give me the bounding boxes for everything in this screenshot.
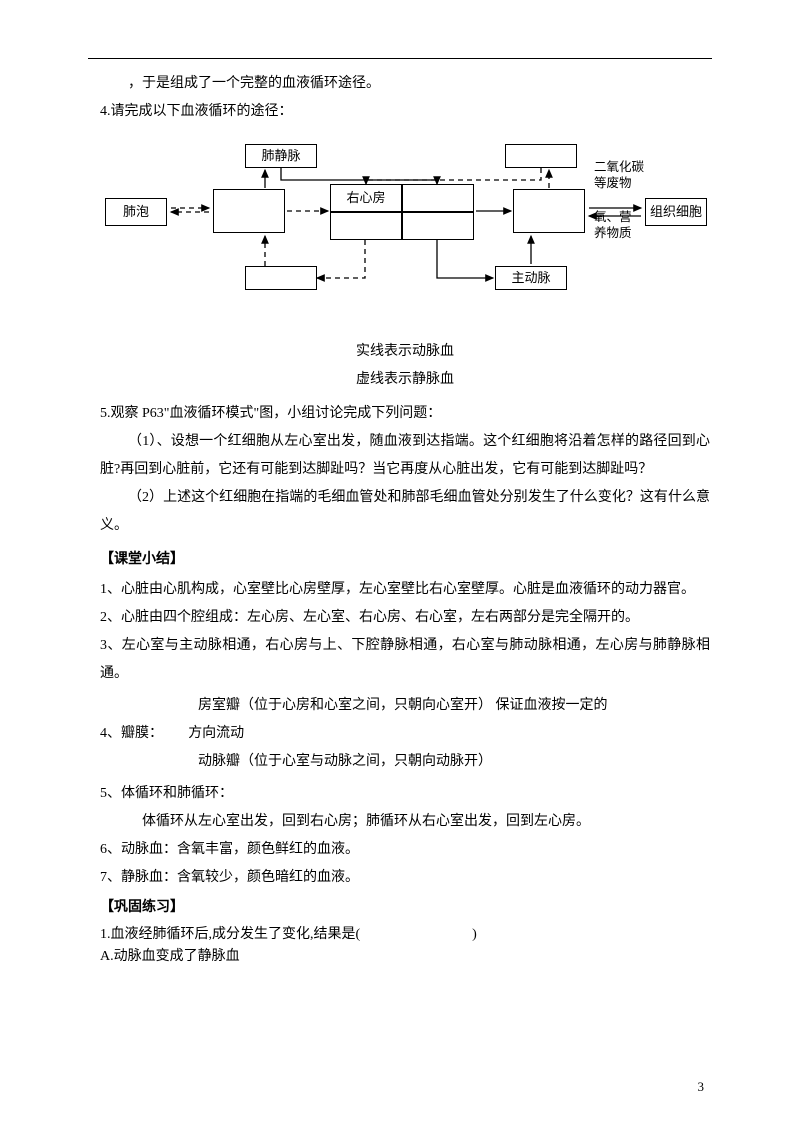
box-lung-capillary-empty [213, 189, 285, 233]
box-right-atrium: 右心房 [330, 184, 402, 212]
page: ，于是组成了一个完整的血液循环途径。 4.请完成以下血液循环的途径： 肺静脉 肺… [0, 0, 800, 1132]
question-4: 4.请完成以下血液循环的途径： [100, 98, 710, 126]
box-alveoli: 肺泡 [105, 198, 167, 226]
page-top-rule [88, 58, 712, 59]
caption-dashed: 虚线表示静脉血 [100, 366, 710, 394]
box-pulmonary-vein: 肺静脉 [245, 144, 317, 168]
box-tissue-cell: 组织细胞 [645, 198, 707, 226]
label-o2-nutrient: 氧、营养物质 [594, 210, 632, 241]
practice-1-question: 1.血液经肺循环后,成分发生了变化,结果是( ) [100, 924, 710, 946]
summary-6: 6、动脉血：含氧丰富，颜色鲜红的血液。 [100, 836, 710, 864]
continuation-line: ，于是组成了一个完整的血液循环途径。 [100, 70, 710, 98]
summary-5-body: 体循环从左心室出发，回到右心房；肺循环从右心室出发，回到左心房。 [100, 808, 710, 836]
page-number: 3 [698, 1074, 705, 1100]
caption-solid: 实线表示动脉血 [100, 338, 710, 366]
summary-4-right: 方向流动 [188, 726, 244, 741]
summary-4-block: 房室瓣（位于心房和心室之间，只朝向心室开） 保证血液按一定的 4、瓣膜： 方向流… [100, 692, 710, 776]
box-left-ventricle-empty [402, 212, 474, 240]
box-right-ventricle-empty [330, 212, 402, 240]
summary-3: 3、左心室与主动脉相通，右心房与上、下腔静脉相通，右心室与肺动脉相通，左心房与肺… [100, 632, 710, 688]
box-left-atrium-empty [402, 184, 474, 212]
box-pulmonary-artery-empty [245, 266, 317, 290]
summary-title: 【课堂小结】 [100, 546, 710, 574]
question-5-1: （1）、设想一个红细胞从左心室出发，随血液到达指端。这个红细胞将沿着怎样的路径回… [100, 428, 710, 484]
box-top-right-empty [505, 144, 577, 168]
box-body-capillary-empty [513, 189, 585, 233]
summary-4-line2: 4、瓣膜： 方向流动 [100, 720, 710, 748]
question-5-2: （2）上述这个红细胞在指端的毛细血管处和肺部毛细血管处分别发生了什么变化？这有什… [100, 484, 710, 540]
summary-5-head: 5、体循环和肺循环： [100, 780, 710, 808]
diagram-captions: 实线表示动脉血 虚线表示静脉血 [100, 338, 710, 394]
summary-4-left: 4、瓣膜： [100, 726, 163, 741]
summary-1: 1、心脏由心肌构成，心室壁比心房壁厚，左心室壁比右心室壁厚。心脏是血液循环的动力… [100, 576, 710, 604]
label-co2-waste: 二氧化碳等废物 [594, 160, 644, 191]
question-5-intro: 5.观察 P63"血液循环模式"图，小组讨论完成下列问题： [100, 400, 710, 428]
summary-2: 2、心脏由四个腔组成：左心房、左心室、右心房、右心室，左右两部分是完全隔开的。 [100, 604, 710, 632]
summary-7: 7、静脉血：含氧较少，颜色暗红的血液。 [100, 864, 710, 892]
circulation-diagram: 肺静脉 肺泡 右心房 组织细胞 主动脉 二氧化碳等废物 氧、营养物质 [105, 136, 705, 336]
summary-4-line1: 房室瓣（位于心房和心室之间，只朝向心室开） 保证血液按一定的 [100, 692, 710, 720]
box-aorta: 主动脉 [495, 266, 567, 290]
practice-1-option-a: A.动脉血变成了静脉血 [100, 946, 710, 968]
practice-title: 【巩固练习】 [100, 894, 710, 922]
summary-4-line3: 动脉瓣（位于心室与动脉之间，只朝向动脉开） [100, 748, 710, 776]
